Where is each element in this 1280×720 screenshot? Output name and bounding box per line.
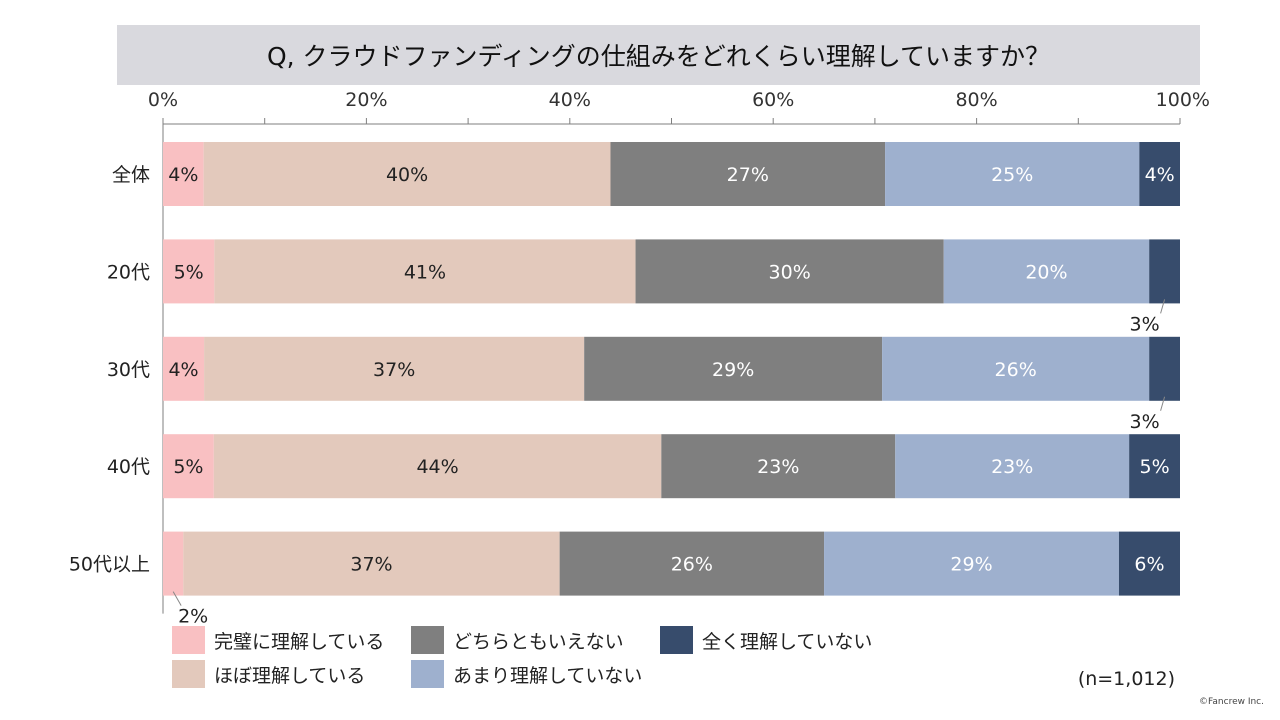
legend-label-complete: 完璧に理解している (214, 630, 385, 653)
bar-segment (635, 239, 944, 304)
x-tick-label: 40% (549, 89, 591, 111)
data-label: 26% (995, 359, 1037, 381)
x-tick-label: 60% (752, 89, 794, 111)
legend-swatch-not-much (411, 660, 444, 688)
category-label: 30代 (107, 359, 150, 381)
data-label: 44% (416, 456, 458, 478)
legend-item-neutral: どちらともいえない (411, 626, 624, 654)
data-label: 25% (991, 164, 1033, 186)
data-label: 27% (727, 164, 769, 186)
data-label: 30% (769, 261, 811, 283)
data-label: 29% (712, 359, 754, 381)
bar-segment (661, 434, 896, 499)
bar-segment (610, 142, 886, 206)
bar-segment (584, 336, 883, 401)
data-label: 41% (404, 261, 446, 283)
data-label: 5% (174, 261, 204, 283)
legend-swatch-complete (172, 626, 205, 654)
legend-item-not-at-all: 全く理解していない (660, 626, 872, 654)
data-label: 23% (991, 456, 1033, 478)
bar-segment (895, 434, 1130, 499)
bar-segment (882, 336, 1150, 401)
data-label: 4% (1145, 164, 1175, 186)
bar-segment (1149, 336, 1180, 401)
bar-segment (1149, 239, 1180, 304)
bar-segment (183, 531, 560, 596)
bar-segment (1118, 531, 1180, 596)
data-label: 5% (1139, 456, 1169, 478)
x-tick-label: 100% (1156, 89, 1210, 111)
data-label: 4% (168, 164, 198, 186)
bar-segment (163, 434, 214, 499)
data-label: 29% (950, 554, 992, 576)
data-label-leader (172, 591, 182, 606)
x-tick-label: 20% (345, 89, 387, 111)
bar-segment (214, 239, 636, 304)
category-label: 20代 (107, 261, 150, 283)
bar-segment (204, 336, 585, 401)
category-label: 全体 (112, 164, 150, 186)
bar-segment (163, 142, 204, 206)
legend-label-not-much: あまり理解していない (453, 664, 643, 687)
legend-swatch-neutral (411, 626, 444, 654)
legend-swatch-mostly (172, 660, 205, 688)
legend-label-not-at-all: 全く理解していない (702, 630, 873, 653)
copyright-credit: ©Fancrew Inc. (1199, 697, 1264, 707)
bar-segment (163, 531, 184, 596)
sample-size-note: (n=1,012) (1077, 668, 1175, 690)
data-label: 5% (173, 456, 203, 478)
legend-label-neutral: どちらともいえない (453, 630, 624, 653)
legend-swatch-not-at-all (660, 626, 693, 654)
bar-segment (943, 239, 1150, 304)
data-label: 37% (373, 359, 415, 381)
category-label: 50代以上 (69, 554, 150, 576)
data-label: 20% (1025, 261, 1067, 283)
bar-segment (203, 142, 611, 206)
data-label: 40% (386, 164, 428, 186)
x-tick-label: 80% (955, 89, 997, 111)
data-label: 37% (350, 554, 392, 576)
data-label: 4% (168, 359, 198, 381)
category-label: 40代 (107, 456, 150, 478)
bar-segment (559, 531, 825, 596)
data-label: 2% (178, 606, 208, 628)
legend-item-complete: 完璧に理解している (172, 626, 384, 654)
data-label-leader (1160, 396, 1166, 411)
data-label: 26% (671, 554, 713, 576)
bar-segment (885, 142, 1140, 206)
bar-segment (1129, 434, 1180, 499)
bar-segment (824, 531, 1119, 596)
bar-segment (163, 239, 215, 304)
legend-label-mostly: ほぼ理解している (214, 664, 366, 687)
bar-segment (1139, 142, 1180, 206)
data-label: 6% (1134, 554, 1164, 576)
data-label: 3% (1130, 411, 1160, 433)
bar-segment (163, 336, 205, 401)
chart-title: Q, クラウドファンディングの仕組みをどれくらい理解していますか？ (117, 25, 1200, 85)
legend-item-mostly: ほぼ理解している (172, 660, 365, 688)
legend-item-not-much: あまり理解していない (411, 660, 642, 688)
bar-segment (213, 434, 662, 499)
data-label: 23% (757, 456, 799, 478)
data-label: 3% (1130, 313, 1160, 335)
x-tick-label: 0% (148, 89, 178, 111)
data-label-leader (1160, 299, 1166, 314)
